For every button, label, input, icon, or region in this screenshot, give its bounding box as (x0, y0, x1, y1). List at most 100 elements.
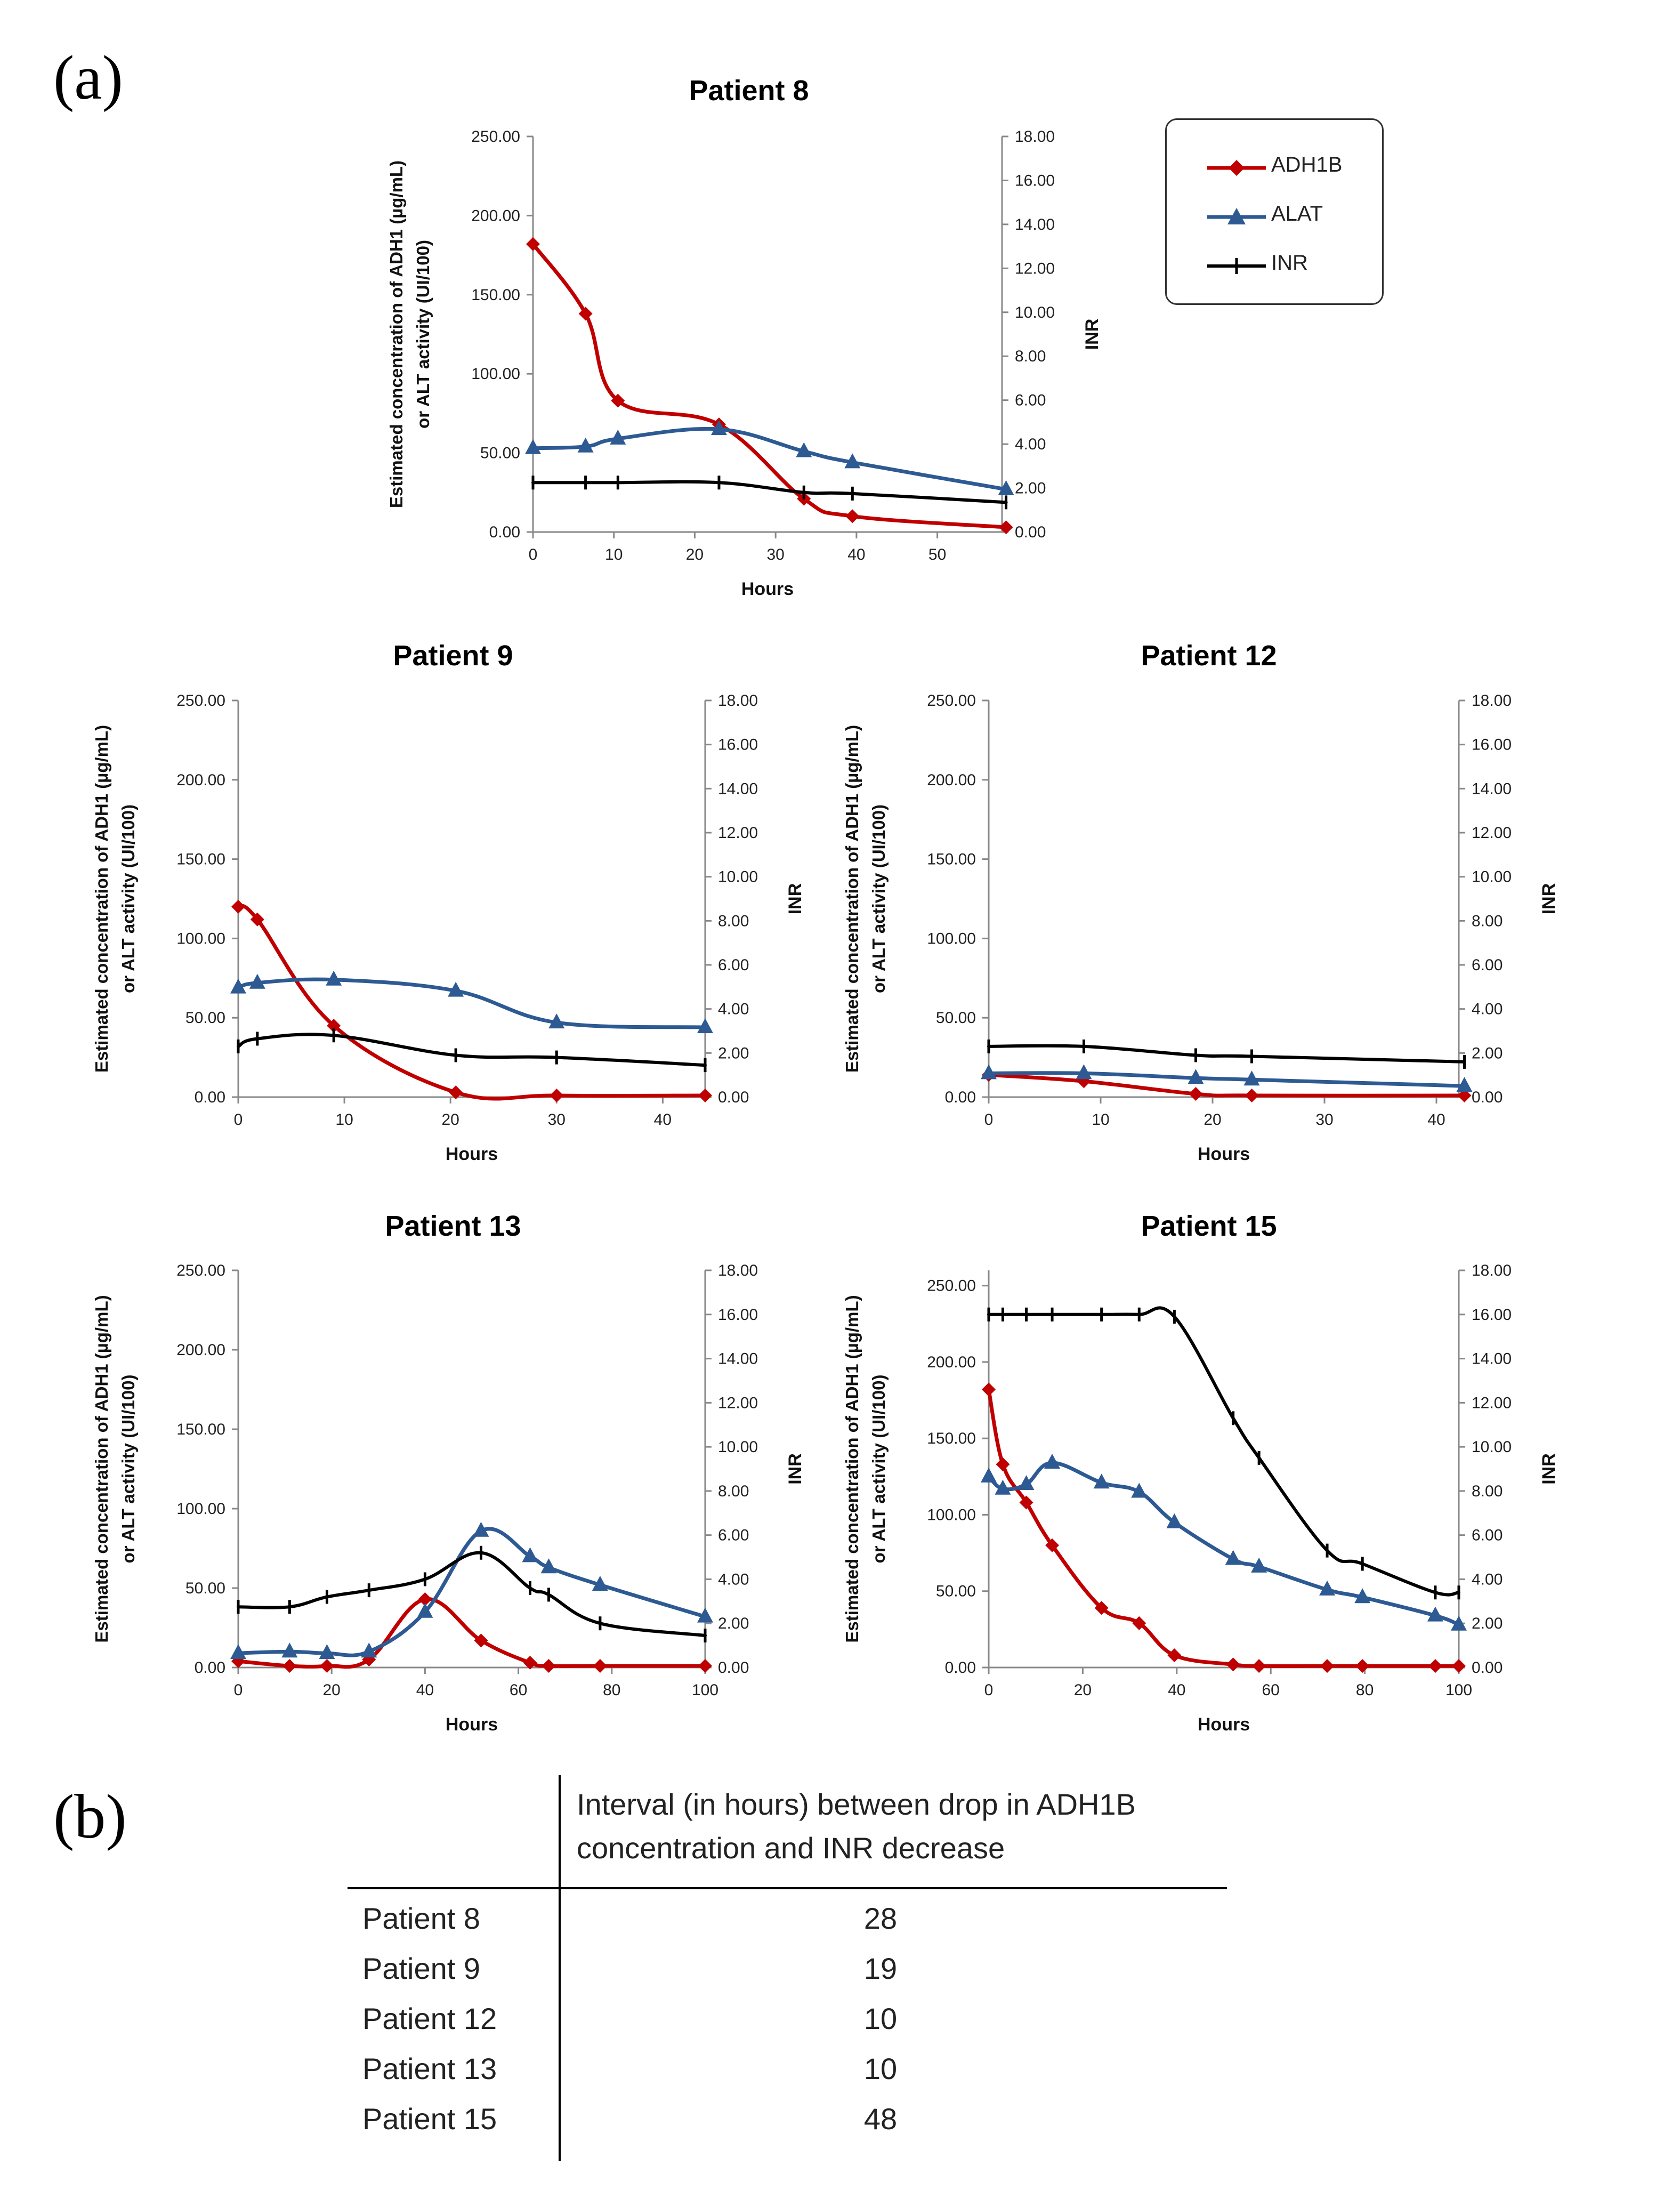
left-axis-label-line-2: or ALT activity (UI/100) (869, 1375, 889, 1564)
left-axis-label-line-1: Estimated concentration of ADH1 (µg/mL) (842, 1295, 862, 1642)
data-point-alat (1243, 1070, 1260, 1086)
data-point-alat (981, 1467, 997, 1483)
data-point-adh1b (327, 1019, 341, 1033)
x-tick-label: 80 (1356, 1681, 1374, 1699)
right-tick-label: 10.00 (1472, 1438, 1512, 1456)
right-tick-label: 8.00 (1472, 1483, 1503, 1500)
left-tick-label: 50.00 (185, 1580, 225, 1597)
data-point-alat (525, 439, 541, 454)
left-axis-label-line-1: Estimated concentration of ADH1 (µg/mL) (842, 725, 862, 1073)
left-axis-label-line-2: or ALT activity (UI/100) (118, 804, 138, 993)
data-point-alat (697, 1607, 713, 1623)
data-point-adh1b (320, 1659, 334, 1673)
chart-p12: Patient 120.0050.00100.00150.00200.00250… (842, 640, 1559, 1164)
right-tick-label: 4.00 (1015, 436, 1046, 453)
left-tick-label: 0.00 (195, 1659, 225, 1677)
table-row-label: Patient 15 (362, 2102, 497, 2136)
right-tick-label: 2.00 (718, 1044, 749, 1062)
right-tick-label: 16.00 (1472, 736, 1512, 754)
data-point-adh1b (982, 1382, 996, 1397)
data-point-adh1b (1019, 1495, 1033, 1510)
right-tick-label: 16.00 (1015, 172, 1055, 189)
series-line-alat (236, 1527, 707, 1657)
x-tick-label: 0 (984, 1111, 994, 1129)
data-point-alat (1251, 1557, 1267, 1573)
right-tick-label: 6.00 (1015, 392, 1046, 409)
chart-title: Patient 9 (393, 640, 513, 672)
left-tick-label: 250.00 (471, 128, 520, 146)
data-point-adh1b (550, 1089, 564, 1103)
data-point-adh1b (1167, 1648, 1182, 1663)
left-tick-label: 150.00 (927, 1430, 976, 1447)
legend-inr-swatch (1207, 258, 1266, 274)
left-tick-label: 0.00 (945, 1659, 976, 1677)
series-line-inr (237, 1033, 707, 1067)
data-point-alat (710, 420, 727, 436)
x-tick-label: 100 (1445, 1681, 1472, 1699)
right-tick-label: 8.00 (1472, 912, 1503, 930)
table-row-value: 10 (863, 2002, 898, 2035)
data-point-alat (230, 978, 246, 994)
left-tick-label: 100.00 (471, 365, 520, 383)
data-point-adh1b (1226, 1657, 1240, 1672)
table-header-line-2: concentration and INR decrease (577, 1831, 1005, 1865)
left-tick-label: 200.00 (927, 771, 976, 789)
data-point-alat (522, 1547, 538, 1562)
data-point-alat (1225, 1550, 1241, 1565)
data-point-alat (249, 973, 265, 989)
data-point-alat (697, 1018, 713, 1034)
right-axis-label: INR (1082, 319, 1102, 350)
x-tick-label: 30 (1315, 1111, 1333, 1129)
right-tick-label: 8.00 (1015, 348, 1046, 365)
left-axis-label-line-2: or ALT activity (UI/100) (413, 240, 433, 429)
data-point-adh1b (1320, 1659, 1335, 1673)
x-tick-label: 0 (529, 546, 538, 563)
chart-p15: Patient 150.0050.00100.00150.00200.00250… (842, 1210, 1559, 1735)
data-point-adh1b (1355, 1659, 1370, 1673)
chart-title: Patient 13 (385, 1210, 521, 1242)
right-tick-label: 10.00 (1472, 868, 1512, 886)
left-tick-label: 200.00 (176, 1341, 225, 1359)
series-line-inr (237, 1551, 707, 1637)
data-point-alat (1018, 1475, 1035, 1491)
series-line-adh1b (236, 1597, 707, 1669)
right-tick-label: 10.00 (718, 868, 758, 886)
legend-label-adh1b: ADH1B (1271, 153, 1343, 176)
right-tick-label: 10.00 (718, 1438, 758, 1456)
right-tick-label: 4.00 (1472, 1001, 1503, 1018)
right-tick-label: 8.00 (718, 1483, 749, 1500)
data-point-alat (796, 442, 812, 457)
left-axis-label-line-2: or ALT activity (UI/100) (869, 804, 889, 993)
data-point-adh1b (1252, 1659, 1266, 1673)
table-vertical-rule (559, 1775, 561, 2161)
x-tick-label: 60 (510, 1681, 527, 1699)
data-point-alat (1354, 1588, 1371, 1604)
legend-item-alat: ALAT (1167, 196, 1385, 238)
data-point-alat (361, 1642, 377, 1658)
x-tick-label: 20 (1074, 1681, 1092, 1699)
left-tick-label: 100.00 (176, 930, 225, 947)
left-axis-label-line-1: Estimated concentration of ADH1 (µg/mL) (386, 160, 406, 508)
right-tick-label: 14.00 (1472, 1350, 1512, 1368)
data-point-alat (319, 1644, 335, 1660)
right-tick-label: 0.00 (1472, 1089, 1503, 1106)
left-tick-label: 150.00 (927, 851, 976, 868)
left-tick-label: 250.00 (176, 1262, 225, 1279)
right-tick-label: 2.00 (1472, 1615, 1503, 1632)
data-point-alat (998, 480, 1014, 495)
data-point-alat (1093, 1473, 1110, 1489)
right-tick-label: 18.00 (1015, 128, 1055, 146)
left-tick-label: 250.00 (927, 692, 976, 710)
x-tick-label: 20 (1204, 1111, 1221, 1129)
data-point-alat (473, 1521, 489, 1537)
x-tick-label: 40 (847, 546, 865, 563)
data-point-alat (1427, 1606, 1443, 1622)
left-tick-label: 150.00 (176, 1421, 225, 1438)
left-tick-label: 0.00 (945, 1089, 976, 1106)
panel-b-label: (b) (53, 1782, 127, 1851)
left-tick-label: 0.00 (195, 1089, 225, 1106)
table-header: Interval (in hours) between drop in ADH1… (577, 1783, 1216, 1870)
data-point-alat (1451, 1615, 1467, 1631)
data-point-adh1b (698, 1089, 712, 1103)
right-tick-label: 2.00 (1015, 480, 1046, 497)
